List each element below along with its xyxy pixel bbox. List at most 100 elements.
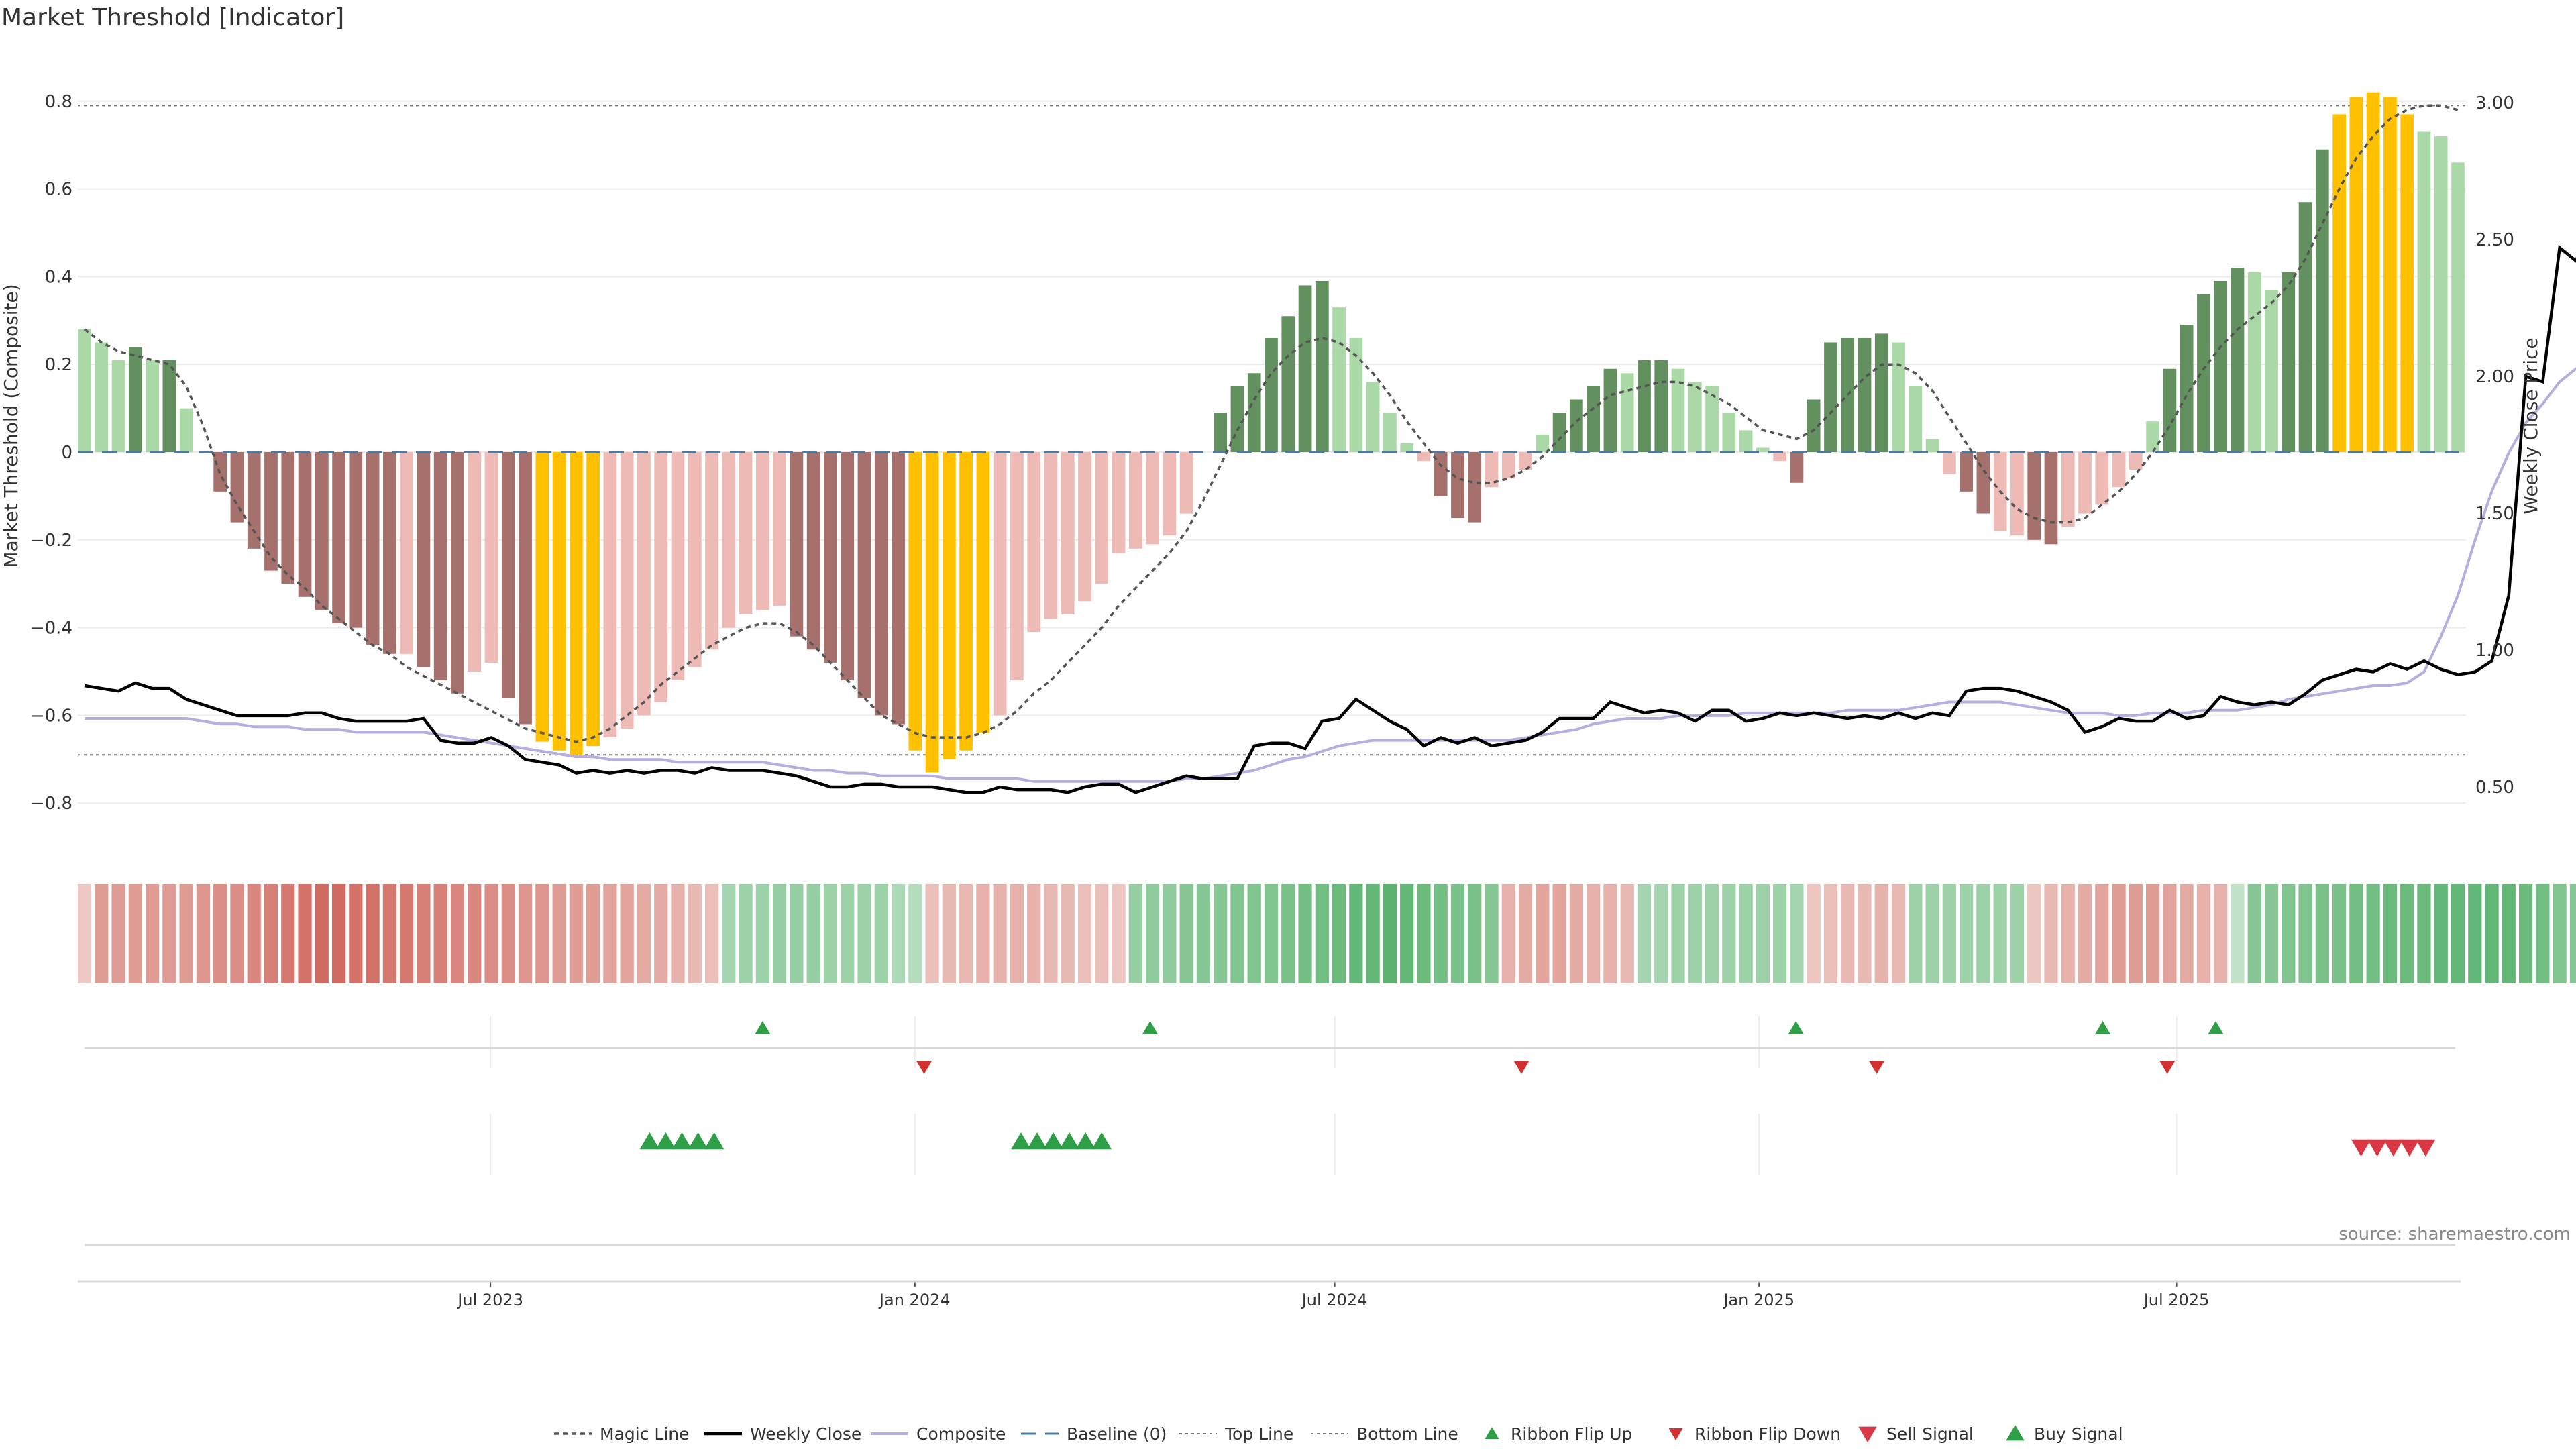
ribbon-cell: [1077, 884, 1092, 983]
ribbon-cell: [382, 884, 396, 983]
composite-bar: [1654, 360, 1668, 452]
composite-bar: [2400, 114, 2414, 453]
ribbon-cell: [2027, 884, 2041, 983]
buy-signal-marker: [672, 1132, 692, 1150]
y2-tick-label: 2.00: [2475, 367, 2514, 387]
sell-signal-marker: [2400, 1139, 2420, 1157]
ribbon-cell: [2451, 884, 2465, 983]
composite-bar: [281, 452, 295, 584]
composite-bar: [1383, 413, 1397, 452]
composite-bar: [1960, 452, 1973, 492]
buy-signal-marker: [688, 1132, 708, 1150]
buy-signal-marker: [639, 1132, 660, 1150]
ribbon-cell: [1993, 884, 2007, 983]
composite-bar: [349, 452, 363, 628]
composite-bar: [739, 452, 753, 614]
y-tick-label: 0.8: [45, 92, 72, 112]
ribbon-cell: [1569, 884, 1583, 983]
composite-bar: [1841, 337, 1855, 452]
ribbon-cell: [2468, 884, 2482, 983]
ribbon-cell: [2264, 884, 2279, 983]
x-tick-label: Jul 2024: [1301, 1291, 1368, 1309]
ribbon-cell: [1145, 884, 1160, 983]
composite-bar: [1315, 280, 1329, 452]
y-tick-label: −0.8: [30, 794, 72, 814]
ribbon-cell: [1128, 884, 1142, 983]
ribbon-cell: [704, 884, 719, 983]
ribbon-cell: [433, 884, 447, 983]
composite-bar: [756, 452, 769, 610]
weekly-close-line: [84, 244, 2576, 794]
ribbon-flip-down-marker: [1869, 1061, 1885, 1074]
legend-swatch-down-triangle-icon: [1858, 1426, 1877, 1442]
ribbon-cell: [2196, 884, 2211, 983]
composite-bar: [1976, 452, 1990, 514]
ribbon-cell: [2434, 884, 2448, 983]
ribbon-cell: [1485, 884, 1499, 983]
ribbon-cell: [841, 884, 855, 983]
composite-bar: [1366, 382, 1380, 452]
sell-signal-marker: [2383, 1139, 2404, 1157]
ribbon-cell: [2400, 884, 2414, 983]
composite-bar: [1010, 452, 1024, 681]
ribbon-flip-up-marker: [755, 1021, 771, 1034]
sell-signal-marker: [2416, 1139, 2436, 1157]
legend-label: Baseline (0): [1067, 1424, 1167, 1444]
ribbon-cell: [145, 884, 160, 983]
composite-bar: [570, 452, 583, 755]
legend-label: Sell Signal: [1886, 1424, 1974, 1444]
ribbon-cell: [1722, 884, 1736, 983]
ribbon-cell: [1214, 884, 1228, 983]
ribbon-cell: [959, 884, 973, 983]
buy-signal-marker: [1043, 1132, 1063, 1150]
ribbon-cell: [2282, 884, 2296, 983]
composite-bar: [2112, 452, 2126, 488]
ribbon-flip-down-marker: [2159, 1061, 2176, 1074]
composite-bar: [976, 452, 990, 733]
composite-bar: [128, 347, 142, 452]
ribbon-cell: [1179, 884, 1193, 983]
ribbon-cell: [823, 884, 838, 983]
composite-bar: [2315, 149, 2329, 453]
composite-bar: [1705, 386, 1719, 452]
composite-bar: [2061, 452, 2075, 527]
legend-swatch-down-triangle-icon: [1668, 1428, 1683, 1440]
composite-bar: [552, 452, 566, 751]
ribbon-cell: [637, 884, 651, 983]
ribbon-cell: [925, 884, 939, 983]
sell-signal-marker: [2367, 1139, 2387, 1157]
composite-bar: [2027, 452, 2041, 540]
composite-bar: [2282, 272, 2296, 452]
ribbon-cell: [518, 884, 533, 983]
ribbon-cell: [162, 884, 176, 983]
y2-tick-label: 1.00: [2475, 641, 2514, 661]
composite-bar: [2180, 325, 2194, 452]
composite-bar: [1247, 373, 1261, 452]
ribbon-cell: [1587, 884, 1601, 983]
composite-bar: [2383, 97, 2397, 452]
composite-bar: [1027, 452, 1041, 633]
composite-bar: [1095, 452, 1109, 584]
ribbon-cell: [2214, 884, 2228, 983]
composite-bar: [1400, 443, 1414, 452]
composite-bar: [705, 452, 718, 650]
ribbon-cell: [247, 884, 261, 983]
ribbon-cell: [2044, 884, 2058, 983]
ribbon-cell: [128, 884, 142, 983]
composite-bar: [1570, 399, 1583, 452]
ribbon-cell: [1705, 884, 1719, 983]
composite-bar: [78, 329, 91, 452]
ribbon-cell: [1518, 884, 1533, 983]
ribbon-cell: [2010, 884, 2025, 983]
composite-bar: [1756, 447, 1770, 452]
composite-bar: [1112, 452, 1126, 553]
composite-bar: [2231, 268, 2245, 452]
buy-signal-marker: [655, 1132, 676, 1150]
legend-label: Magic Line: [600, 1424, 690, 1444]
x-tick-label: Jul 2023: [456, 1291, 523, 1309]
ribbon-cell: [1637, 884, 1652, 983]
composite-bar: [1773, 452, 1786, 462]
ribbon-cell: [1891, 884, 1906, 983]
composite-bar: [2078, 452, 2092, 514]
